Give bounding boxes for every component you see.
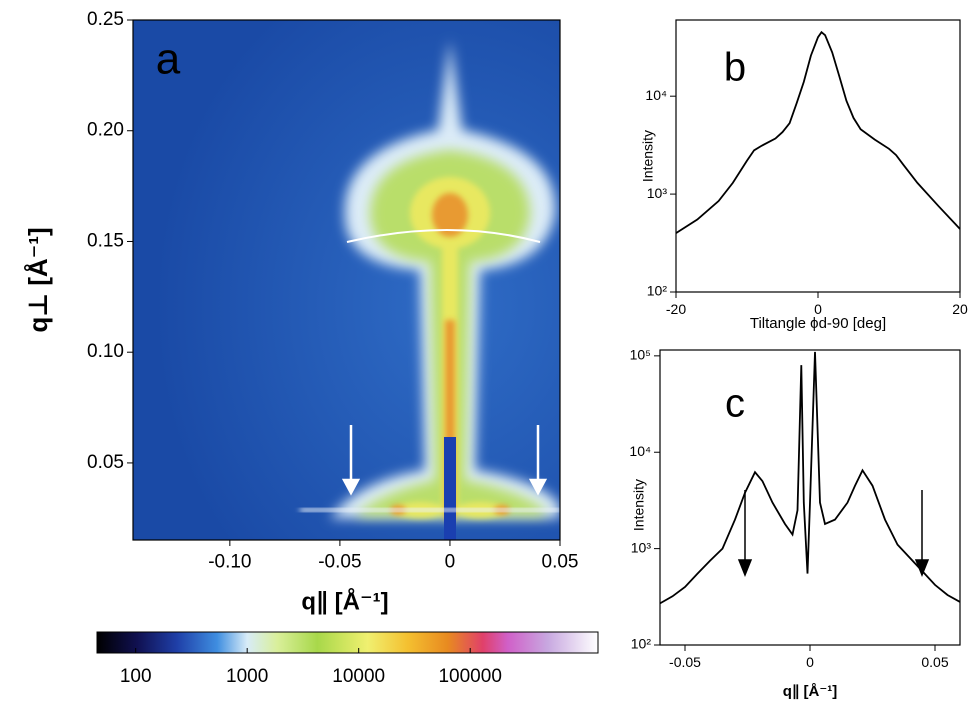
x-axis-label: Tiltangle ϕd-90 [deg] [750,315,886,332]
plot-frame [675,19,961,293]
y-tick-label: 0.10 [87,341,124,362]
plot-frame [132,19,561,541]
colorbar-tick-label: 100000 [438,666,501,687]
colorbar [96,631,599,654]
x-tick-label: 20 [952,301,968,317]
panel-label: a [156,35,181,84]
y-tick-label: 0.20 [87,120,124,141]
panel-label: c [725,382,745,426]
panel-label: b [724,46,746,90]
colorbar-tick-label: 10000 [332,666,385,687]
x-tick-label: 0 [445,551,456,572]
data-line [659,351,961,605]
x-axis-label: q∥ [Å⁻¹] [301,587,388,615]
x-tick-label: -0.05 [669,654,701,670]
y-axis-label: Intensity [640,130,656,182]
arrows-c [737,490,930,578]
y-tick-label: 0.05 [87,452,124,473]
y-tick-label: 0.15 [87,230,124,251]
y-tick-label: 10³ [647,185,668,201]
x-tick-label: 0 [814,301,822,317]
y-tick-label: 10³ [631,539,652,555]
y-tick-label: 0.25 [87,9,124,30]
x-tick-label: -20 [666,301,686,317]
x-tick-label: -0.05 [318,551,361,572]
x-tick-label: 0.05 [921,654,948,670]
y-axis-label: Intensity [631,479,647,531]
x-tick-label: -0.10 [208,551,251,572]
y-tick-label: 10² [647,283,668,299]
data-line [675,30,961,234]
y-tick-label: 10⁴ [629,443,651,459]
colorbar-tick-label: 100 [120,666,152,687]
colorbar-tick-label: 1000 [226,666,268,687]
y-axis-label: q⊥ [Å⁻¹] [23,227,53,332]
heatmap-image [133,20,560,540]
x-tick-label: 0 [806,654,814,670]
x-tick-label: 0.05 [542,551,579,572]
y-tick-label: 10⁴ [645,87,667,103]
y-tick-label: 10⁵ [630,347,651,363]
x-axis-label: q∥ [Å⁻¹] [783,683,838,700]
y-tick-label: 10² [631,636,652,652]
